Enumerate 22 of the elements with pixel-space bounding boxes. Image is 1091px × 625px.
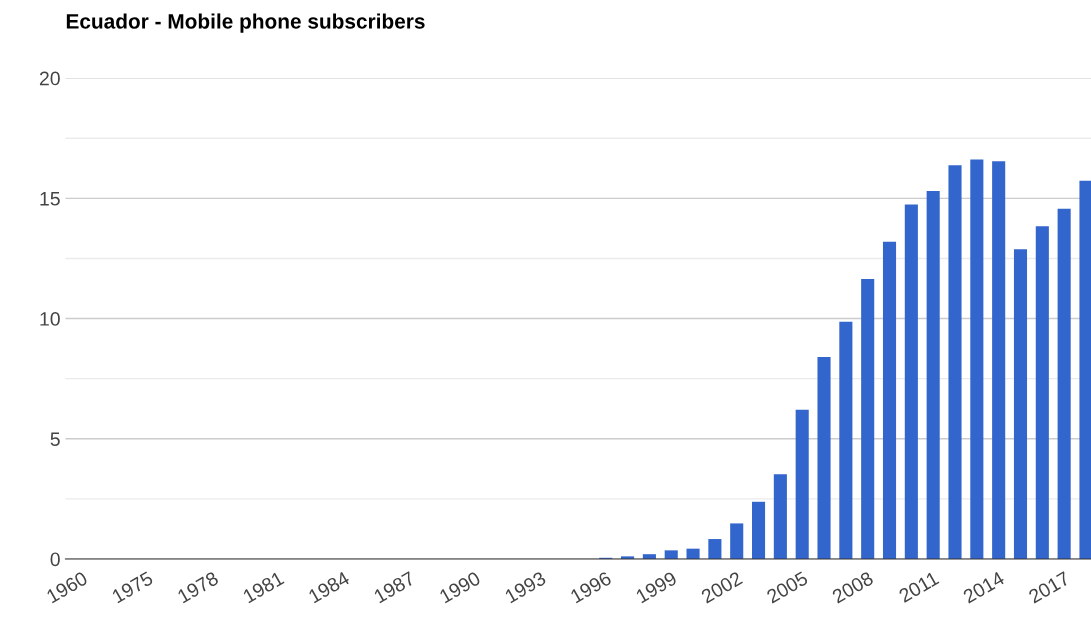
- chart-title: Ecuador - Mobile phone subscribers: [66, 13, 425, 33]
- x-tick-label: 1984: [307, 570, 351, 604]
- x-tick-label: 1981: [242, 571, 285, 604]
- x-tick-label: 2014: [962, 570, 1006, 604]
- x-tick-label: 1975: [111, 570, 154, 604]
- x-tick-label: 1990: [438, 570, 482, 604]
- x-tick-label: 1987: [373, 571, 416, 604]
- y-tick-label: 15: [40, 192, 60, 206]
- y-tick-label: 0: [50, 552, 60, 567]
- x-tick-label: 2005: [765, 570, 809, 604]
- x-tick-label: 1993: [504, 570, 547, 604]
- y-tick-label: 10: [40, 312, 60, 326]
- x-tick-label: 1960: [45, 570, 89, 604]
- y-tick-label: 5: [50, 432, 60, 447]
- x-tick-label: 1978: [176, 570, 220, 604]
- x-tick-label: 2011: [898, 571, 940, 603]
- x-tick-label: 2008: [831, 570, 875, 604]
- x-tick-label: 1999: [635, 571, 678, 604]
- y-tick-label: 20: [39, 71, 60, 86]
- x-tick-label: 2002: [700, 571, 744, 604]
- x-tick-label: 2017: [1027, 571, 1071, 604]
- x-tick-label: 1996: [569, 570, 613, 604]
